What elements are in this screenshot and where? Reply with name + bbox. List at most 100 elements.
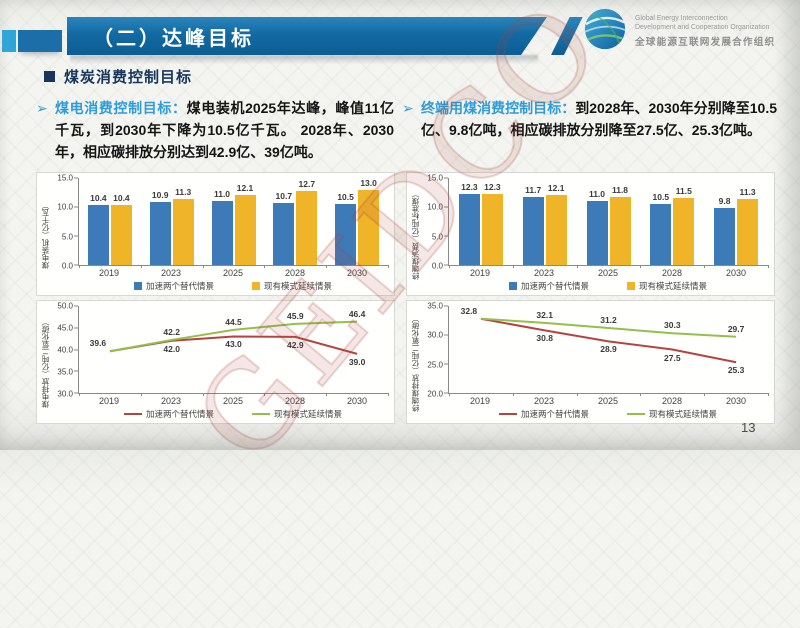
bar-value-label: 11.3 xyxy=(175,187,192,198)
y-tick-mark xyxy=(444,206,448,208)
point-value-label: 27.5 xyxy=(664,352,681,363)
point-value-label: 42.0 xyxy=(163,343,180,354)
chart-body: 15.0 10.0 5.0 0.0 12.3 11.7 11.0 10.5 9.8 12.3 12.… xyxy=(422,174,769,293)
legend-item: 现有模式延续情景 xyxy=(627,408,717,420)
x-axis-label: 2028 xyxy=(284,268,306,278)
x-tick-mark xyxy=(264,393,266,396)
y-tick-label: 15.0 xyxy=(427,173,443,183)
x-axis-label: 2028 xyxy=(661,396,683,406)
page-number: 13 xyxy=(741,420,756,435)
x-axis-label: 2028 xyxy=(661,268,683,278)
point-value-label: 25.3 xyxy=(727,365,745,376)
bar xyxy=(273,202,295,265)
coal-power-emissions-chart: 煤电排放（亿吨二氧化碳） 50.0 45.0 40.0 35.0 30.0 39.6 42.0… xyxy=(36,300,395,424)
bar-value-label: 9.8 xyxy=(718,196,731,207)
arrow-bullet-icon: ➢ xyxy=(36,100,48,116)
x-tick-mark xyxy=(512,265,514,268)
x-axis-labels: 2019 2023 2025 2028 2030 xyxy=(78,266,388,279)
legend: 加速两个替代情景 现有模式延续情景 xyxy=(78,279,388,293)
x-axis-labels: 2019 2023 2025 2028 2030 xyxy=(448,266,768,279)
y-tick-mark xyxy=(74,235,78,237)
bar xyxy=(87,204,109,265)
x-axis-labels: 2019 2023 2025 2028 2030 xyxy=(448,394,768,407)
arrow-bullet-icon: ➢ xyxy=(402,100,414,116)
bar-value-label: 13.0 xyxy=(360,177,377,188)
x-tick-mark xyxy=(704,393,706,396)
point-value-label: 31.2 xyxy=(600,315,617,326)
coal-power-target-paragraph: ➢ 煤电消费控制目标：煤电装机2025年达峰，峰值11亿千瓦，到2030年下降为… xyxy=(36,97,394,163)
x-tick-mark xyxy=(79,393,80,396)
plot-row: 15.0 10.0 5.0 0.0 10.4 10.9 11.0 10.7 10.5 10.4 11… xyxy=(52,174,389,271)
y-axis-ticks: 15.0 10.0 5.0 0.0 xyxy=(422,174,448,271)
bar-value-label: 12.1 xyxy=(547,182,565,193)
bar-value-label: 11.7 xyxy=(525,185,542,196)
y-tick-label: 30.0 xyxy=(427,330,443,340)
y-tick-mark xyxy=(444,334,448,336)
y-tick-mark xyxy=(74,349,78,350)
x-tick-mark xyxy=(140,265,142,268)
legend-marker xyxy=(133,282,142,290)
legend-marker xyxy=(508,282,517,290)
legend-item: 现有模式延续情景 xyxy=(252,280,332,292)
legend-marker xyxy=(627,282,635,290)
legend-item: 加速两个替代情景 xyxy=(508,280,589,292)
x-axis-label: 2019 xyxy=(469,396,491,406)
y-tick-mark xyxy=(444,177,448,179)
y-tick-label: 45.0 xyxy=(57,323,73,333)
x-tick-mark xyxy=(768,265,769,268)
y-tick-mark xyxy=(444,305,448,307)
x-tick-mark xyxy=(388,265,389,268)
logo-name-zh: 全球能源互联网发展合作组织 xyxy=(635,37,776,49)
y-axis-label: 煤电排放（亿吨二氧化碳） xyxy=(41,318,50,409)
bar-value-label: 10.9 xyxy=(151,189,169,200)
legend-label: 加速两个替代情景 xyxy=(520,281,589,291)
x-axis-label: 2025 xyxy=(597,396,619,406)
y-tick-label: 0.0 xyxy=(431,261,443,271)
y-tick-mark xyxy=(74,327,78,329)
bar xyxy=(673,198,695,265)
x-axis-label: 2023 xyxy=(533,268,555,278)
bar-value-label: 11.5 xyxy=(675,186,692,197)
x-tick-mark xyxy=(512,393,514,396)
bar xyxy=(545,194,567,265)
x-axis-label: 2019 xyxy=(98,268,120,278)
legend-label: 现有模式延续情景 xyxy=(639,281,708,291)
bar-value-label: 10.7 xyxy=(275,190,293,201)
line-series-svg xyxy=(449,306,768,393)
bar xyxy=(234,194,256,265)
x-axis-label: 2023 xyxy=(160,268,182,278)
legend: 加速两个替代情景 现有模式延续情景 xyxy=(448,407,768,421)
chart-body: 35.0 30.0 25.0 20.0 32.8 30.8 28.9 27.5 25.3 32.1… xyxy=(422,302,769,421)
bar-value-label: 11.3 xyxy=(739,187,756,198)
bar-value-label: 11.0 xyxy=(213,189,231,200)
bar xyxy=(335,204,357,265)
y-tick-label: 10.0 xyxy=(427,202,443,212)
legend-item: 加速两个替代情景 xyxy=(123,408,214,420)
point-value-label: 45.9 xyxy=(287,310,304,321)
x-axis-label: 2023 xyxy=(533,396,555,406)
y-tick-mark xyxy=(444,264,448,266)
bar xyxy=(149,201,171,265)
y-tick-mark xyxy=(444,392,448,394)
legend-label: 现有模式延续情景 xyxy=(264,281,333,291)
x-tick-mark xyxy=(640,393,642,396)
end-use-coal-consumption-chart: 终端煤消费（亿吨标准煤） 15.0 10.0 5.0 0.0 12.3 11.7 11.0 10… xyxy=(406,172,775,296)
point-value-label: 29.7 xyxy=(727,323,745,334)
x-tick-mark xyxy=(202,265,204,268)
coal-power-target-lead: 煤电消费控制目标： xyxy=(55,100,187,116)
legend-marker xyxy=(627,413,645,415)
bar-value-label: 11.0 xyxy=(588,189,606,200)
banner-shadow xyxy=(70,55,538,64)
plot-row: 35.0 30.0 25.0 20.0 32.8 30.8 28.9 27.5 25.3 32.1… xyxy=(422,302,769,399)
x-tick-mark xyxy=(202,393,204,396)
bar xyxy=(522,197,544,265)
legend-marker xyxy=(123,413,142,415)
square-bullet-icon xyxy=(44,71,55,82)
coal-power-target-body: 煤电装机2025年达峰，峰值11亿千瓦，到2030年下降为10.5亿千瓦。 20… xyxy=(55,100,394,161)
x-tick-mark xyxy=(326,265,328,268)
y-tick-mark xyxy=(74,370,78,372)
y-tick-mark xyxy=(74,264,78,266)
y-tick-label: 40.0 xyxy=(57,345,73,355)
x-tick-mark xyxy=(640,265,642,268)
y-tick-label: 0.0 xyxy=(61,261,73,271)
